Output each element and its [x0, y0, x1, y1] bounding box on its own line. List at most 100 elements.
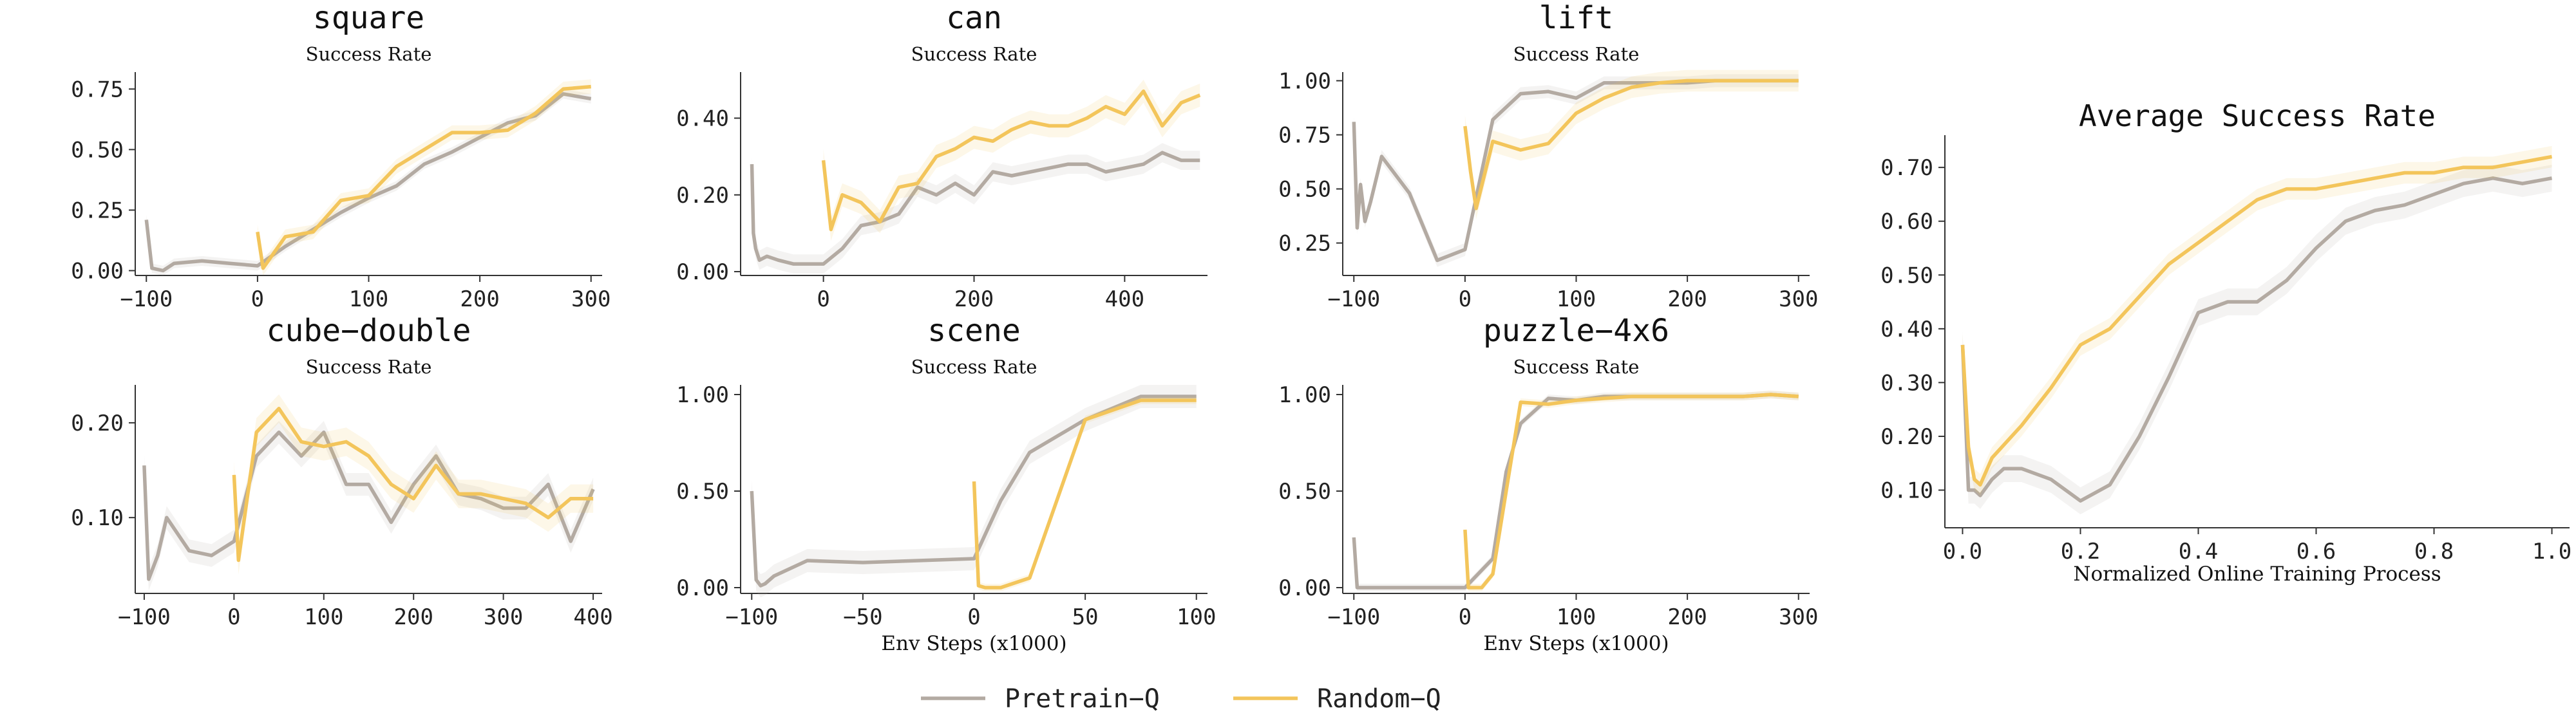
x-tick-label: 0.0 [1943, 539, 1982, 564]
x-tick-label: 0 [1459, 604, 1472, 630]
y-tick-label: 0.60 [1880, 209, 1933, 235]
series-line-random [256, 84, 591, 270]
x-tick-label: −100 [118, 604, 171, 630]
series-line-random [1463, 79, 1799, 210]
series-line-random [972, 398, 1197, 590]
series-band-pretrain [1962, 165, 2552, 515]
x-axis-label: Normalized Online Training Process [2073, 563, 2441, 586]
series-line-random [232, 407, 594, 563]
chart-subtitle: Success Rate [911, 356, 1037, 378]
y-tick-label: 0.70 [1880, 155, 1933, 181]
x-tick-label: 300 [484, 604, 523, 630]
series-band-pretrain [1354, 391, 1799, 591]
y-tick-label: 0.40 [1880, 317, 1933, 342]
x-tick-label: 300 [1779, 286, 1818, 312]
x-tick-label: 0 [817, 286, 829, 312]
legend-label: Random−Q [1317, 684, 1441, 714]
x-tick-label: −100 [1327, 286, 1380, 312]
chart-panel: Average Success Rate Normalized Online Tr… [1880, 98, 2571, 586]
series-band-random [234, 394, 594, 575]
chart-subtitle: Success Rate [1513, 43, 1640, 65]
y-tick-label: 0.20 [1880, 424, 1933, 450]
chart-subtitle: Success Rate [1513, 356, 1640, 378]
x-tick-label: 400 [573, 604, 612, 630]
x-tick-label: −100 [1327, 604, 1380, 630]
y-tick-label: 0.25 [1278, 231, 1331, 257]
x-tick-label: 300 [571, 286, 611, 312]
chart-title: Average Success Rate [2079, 98, 2436, 133]
y-tick-label: 0.10 [71, 505, 124, 531]
chart-panel: cube−double Success Rate −100 0 100 200 300 400… [71, 313, 613, 630]
y-tick-label: 0.25 [71, 198, 124, 223]
y-tick-label: 0.00 [676, 259, 729, 285]
x-axis-label: Env Steps (x1000) [1483, 632, 1669, 655]
y-tick-label: 0.75 [71, 77, 124, 102]
series-line-pretrain [1352, 393, 1799, 590]
series-line-random [821, 89, 1201, 232]
series-band-pretrain [752, 143, 1200, 274]
x-tick-label: −100 [725, 604, 778, 630]
legend-item-random: Random−Q [1233, 684, 1441, 714]
chart-subtitle: Success Rate [306, 356, 432, 378]
x-tick-label: 200 [1667, 286, 1707, 312]
series-band-random [1464, 70, 1799, 219]
x-tick-label: 0.4 [2179, 539, 2218, 564]
x-tick-label: 100 [1177, 604, 1216, 630]
x-tick-label: 0.2 [2061, 539, 2100, 564]
series-line-random [1960, 154, 2552, 487]
y-tick-label: 1.00 [1278, 382, 1331, 408]
x-tick-label: 0.6 [2297, 539, 2336, 564]
chart-title: can [946, 0, 1002, 36]
series-line-pretrain [750, 151, 1200, 266]
y-tick-label: 0.30 [1880, 370, 1933, 396]
x-tick-label: 400 [1105, 286, 1144, 312]
series-band-pretrain [144, 421, 594, 591]
legend: Pretrain−Q Random−Q [921, 684, 1441, 714]
y-tick-label: 0.50 [1278, 177, 1331, 203]
x-tick-label: 200 [460, 286, 499, 312]
x-tick-label: 1.0 [2532, 539, 2571, 564]
chart-panel: puzzle−4x6 Success Rate Env Steps (x1000) −… [1278, 313, 1818, 655]
y-tick-label: 0.40 [676, 106, 729, 132]
chart-title: puzzle−4x6 [1483, 313, 1669, 349]
chart-title: cube−double [267, 313, 471, 349]
x-tick-label: 0 [251, 286, 264, 312]
chart-title: square [313, 0, 424, 36]
chart-panel: can Success Rate 0 200 400 0.00 0.20 0.40 [676, 0, 1208, 312]
chart-subtitle: Success Rate [911, 43, 1037, 65]
y-tick-label: 0.50 [1880, 263, 1933, 288]
chart-panel: lift Success Rate −100 0 100 200 300 0.25 0.50 0.… [1278, 0, 1818, 312]
x-tick-label: −50 [843, 604, 882, 630]
x-tick-label: 0.8 [2414, 539, 2454, 564]
chart-panel: square Success Rate −100 0 100 200 300 0.00 0.25… [71, 0, 611, 312]
chart-title: lift [1539, 0, 1614, 36]
x-tick-label: 0 [967, 604, 980, 630]
y-tick-label: 0.20 [676, 183, 729, 209]
chart-title: scene [927, 313, 1021, 349]
chart-subtitle: Success Rate [306, 43, 432, 65]
x-tick-label: 0 [1459, 286, 1472, 312]
x-tick-label: 50 [1072, 604, 1099, 630]
y-tick-label: 0.50 [71, 137, 124, 163]
y-tick-label: 0.00 [71, 258, 124, 284]
y-tick-label: 0.10 [1880, 478, 1933, 504]
x-tick-label: 100 [304, 604, 343, 630]
y-tick-label: 0.50 [676, 479, 729, 505]
x-tick-label: 200 [1667, 604, 1707, 630]
series-line-random [1463, 393, 1799, 590]
series-line-pretrain [142, 430, 595, 581]
y-tick-label: 0.20 [71, 411, 124, 436]
y-tick-label: 1.00 [1278, 68, 1331, 94]
x-tick-label: 100 [1557, 286, 1596, 312]
y-tick-label: 0.00 [676, 575, 729, 601]
series-line-pretrain [1960, 176, 2552, 503]
x-tick-label: 100 [349, 286, 388, 312]
x-tick-label: 100 [1557, 604, 1596, 630]
x-tick-label: 0 [227, 604, 240, 630]
legend-item-pretrain: Pretrain−Q [921, 684, 1160, 714]
x-tick-label: 200 [394, 604, 433, 630]
x-tick-label: 200 [954, 286, 994, 312]
x-tick-label: 300 [1779, 604, 1818, 630]
